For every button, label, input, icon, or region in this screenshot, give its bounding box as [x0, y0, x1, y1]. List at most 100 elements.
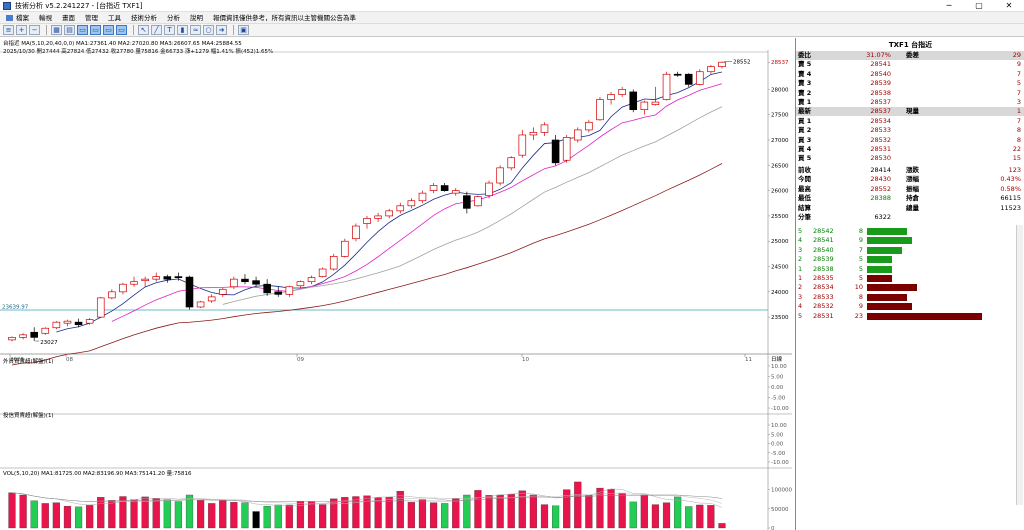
price-tick-label: 27000 [771, 138, 789, 144]
menu-tools[interactable]: 工具 [108, 13, 121, 22]
depth-row: 5 28531 23 [796, 312, 1024, 321]
text-icon[interactable]: T [164, 25, 175, 35]
volume-bar [219, 500, 227, 529]
bar-icon[interactable]: ▮ [177, 25, 188, 35]
volume-bar [52, 502, 60, 529]
stat-label: 最低 [798, 194, 811, 203]
quote-price: 28531 [870, 145, 891, 153]
candle [485, 182, 493, 197]
depth-price: 28534 [813, 283, 834, 292]
depth-level: 2 [798, 255, 803, 264]
indicator-tick-label: 10.00 [771, 364, 787, 370]
arrow-icon[interactable]: ➜ [216, 25, 227, 35]
menu-file[interactable]: 檔案 [2, 12, 34, 24]
foreign-investor-panel-title: 外資買賣超(解盤)(1) [3, 359, 54, 365]
depth-qty: 9 [858, 236, 863, 245]
line-icon[interactable]: ╱ [151, 25, 162, 35]
low-label: 23027 [40, 340, 58, 346]
indicator-tick-label: -5.00 [771, 451, 786, 457]
candle [352, 225, 360, 240]
volume-tick-label: 100000 [771, 488, 792, 494]
volume-bar [208, 503, 216, 529]
candle [407, 200, 416, 207]
quote-row: 賣 4 28540 7 [796, 70, 1024, 79]
ma-legend: 台指近 MA(5,10,20,40,0,0) MA1:27361.40 MA2:… [3, 41, 242, 47]
volume-bar [241, 502, 249, 529]
indicator-tick-label: -10.00 [771, 460, 789, 466]
add-icon[interactable]: + [16, 25, 27, 35]
menu-view[interactable]: 輸視 [39, 13, 52, 22]
depth-row: 4 28541 9 [796, 236, 1024, 245]
volume-bar [674, 496, 682, 529]
toolbar: ≡ + − ▦ ▤ ▭ ▭ ▭ ▭ ↖ ╱ T ▮ ≈ ○ ➜ ▣ [0, 24, 1024, 37]
minus-icon[interactable]: − [29, 25, 40, 35]
circle-icon[interactable]: ○ [203, 25, 214, 35]
ma1-line [56, 71, 723, 333]
window2-icon[interactable]: ▭ [90, 25, 101, 35]
minimize-button[interactable]: ─ [946, 1, 952, 10]
stat-label2: 振幅 [906, 184, 919, 193]
menu-help[interactable]: 說明 [190, 13, 203, 22]
ask-depth-bar [867, 246, 902, 254]
quote-qty: 8 [1016, 126, 1021, 135]
chart-panel[interactable]: 台指近 MA(5,10,20,40,0,0) MA1:27361.40 MA2:… [0, 38, 794, 530]
candle [451, 190, 460, 194]
candle [507, 157, 516, 169]
volume-bar [662, 502, 671, 529]
grid-icon[interactable]: ▦ [51, 25, 62, 35]
indicator-tick-label: 0.00 [771, 442, 784, 448]
volume-bar [230, 502, 238, 529]
volume-bar [307, 501, 316, 529]
quote-price: 28532 [870, 135, 891, 144]
menu-analysis[interactable]: 分析 [167, 13, 180, 22]
close-button[interactable]: ✕ [1005, 1, 1013, 10]
price-tick-label: 26000 [771, 189, 789, 195]
price-tick-label: 27500 [771, 113, 789, 119]
volume-ma5 [11, 488, 723, 508]
window1-icon[interactable]: ▭ [77, 25, 88, 35]
ask-depth-bar [867, 228, 907, 235]
quote-qty: 7 [1016, 116, 1021, 125]
quote-row: 買 1 28534 7 [796, 117, 1024, 126]
quote-price: 28537 [870, 107, 891, 116]
volume-bar [74, 506, 83, 529]
stat-label2: 漲幅 [906, 175, 919, 184]
ask-depth-bar [867, 237, 912, 245]
candlestick-chart[interactable]: 28537 28000 27500 27000 26500 26000 25500 25000… [0, 38, 794, 530]
candle [707, 66, 715, 73]
indicator-tick-label: -10.00 [771, 406, 789, 412]
fib-icon[interactable]: ≈ [190, 25, 201, 35]
list-icon[interactable]: ≡ [3, 25, 14, 35]
date-tick-label: 08 [66, 357, 73, 363]
stat-value2: 66115 [1000, 194, 1021, 203]
depth-level: 5 [798, 227, 803, 235]
volume-bar [341, 497, 349, 529]
cursor-icon[interactable]: ↖ [138, 25, 149, 35]
candle [374, 215, 382, 219]
volume-bar [563, 489, 571, 529]
quote-scrollbar[interactable] [1016, 225, 1023, 505]
volume-bar [296, 500, 305, 529]
volume-bar [119, 496, 127, 529]
volume-bar [385, 497, 393, 529]
volume-bar [496, 494, 504, 529]
save-icon[interactable]: ▣ [238, 25, 249, 35]
menu-manage[interactable]: 管理 [85, 13, 98, 22]
volume-bar [629, 501, 637, 529]
layout-icon[interactable]: ▤ [64, 25, 75, 35]
quote-label: 買 1 [798, 116, 812, 125]
quote-label: 買 2 [798, 126, 812, 135]
menu-technical-analysis[interactable]: 技術分析 [131, 13, 157, 22]
menu-screen[interactable]: 畫面 [62, 13, 75, 22]
quote-label: 賣 3 [798, 79, 812, 88]
candle [518, 134, 527, 156]
depth-level: 3 [798, 292, 803, 301]
depth-price: 28531 [813, 311, 834, 320]
candle [318, 268, 327, 277]
window4-icon[interactable]: ▭ [116, 25, 127, 35]
quote-label2: 委差 [906, 51, 919, 59]
app-icon [3, 1, 11, 10]
maximize-button[interactable]: ▢ [975, 1, 983, 10]
window3-icon[interactable]: ▭ [103, 25, 114, 35]
quote-price: 28533 [870, 126, 891, 135]
